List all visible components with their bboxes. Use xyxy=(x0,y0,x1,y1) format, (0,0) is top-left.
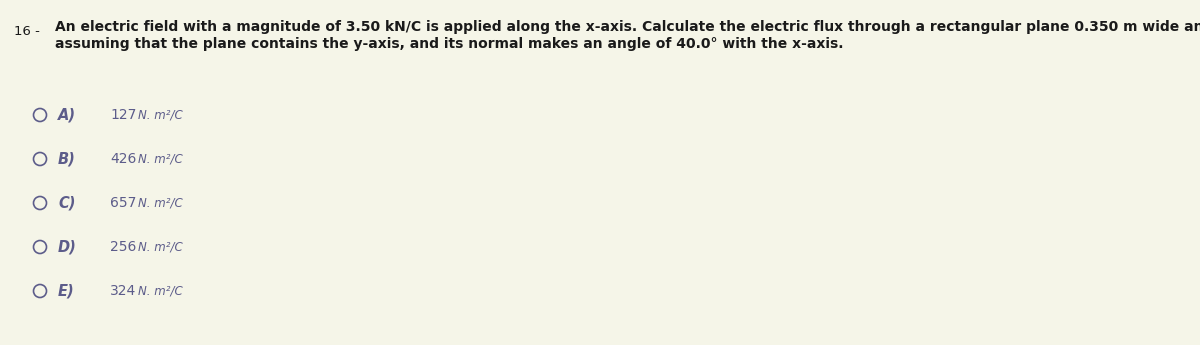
Text: 324: 324 xyxy=(110,284,137,298)
Text: A): A) xyxy=(58,108,76,122)
Text: D): D) xyxy=(58,239,77,255)
Text: B): B) xyxy=(58,151,76,167)
Text: 256: 256 xyxy=(110,240,137,254)
Text: N. m²/C: N. m²/C xyxy=(138,108,182,121)
Text: assuming that the plane contains the y-axis, and its normal makes an angle of 40: assuming that the plane contains the y-a… xyxy=(55,37,844,51)
Text: An electric field with a magnitude of 3.50 kN/C is applied along the x-axis. Cal: An electric field with a magnitude of 3.… xyxy=(55,20,1200,34)
Text: N. m²/C: N. m²/C xyxy=(138,285,182,297)
Text: 16 -: 16 - xyxy=(14,25,40,38)
Text: 426: 426 xyxy=(110,152,137,166)
Text: C): C) xyxy=(58,196,76,210)
Text: N. m²/C: N. m²/C xyxy=(138,197,182,209)
Text: 657: 657 xyxy=(110,196,137,210)
Text: E): E) xyxy=(58,284,74,298)
Text: 127: 127 xyxy=(110,108,137,122)
Text: N. m²/C: N. m²/C xyxy=(138,152,182,166)
Text: N. m²/C: N. m²/C xyxy=(138,240,182,254)
